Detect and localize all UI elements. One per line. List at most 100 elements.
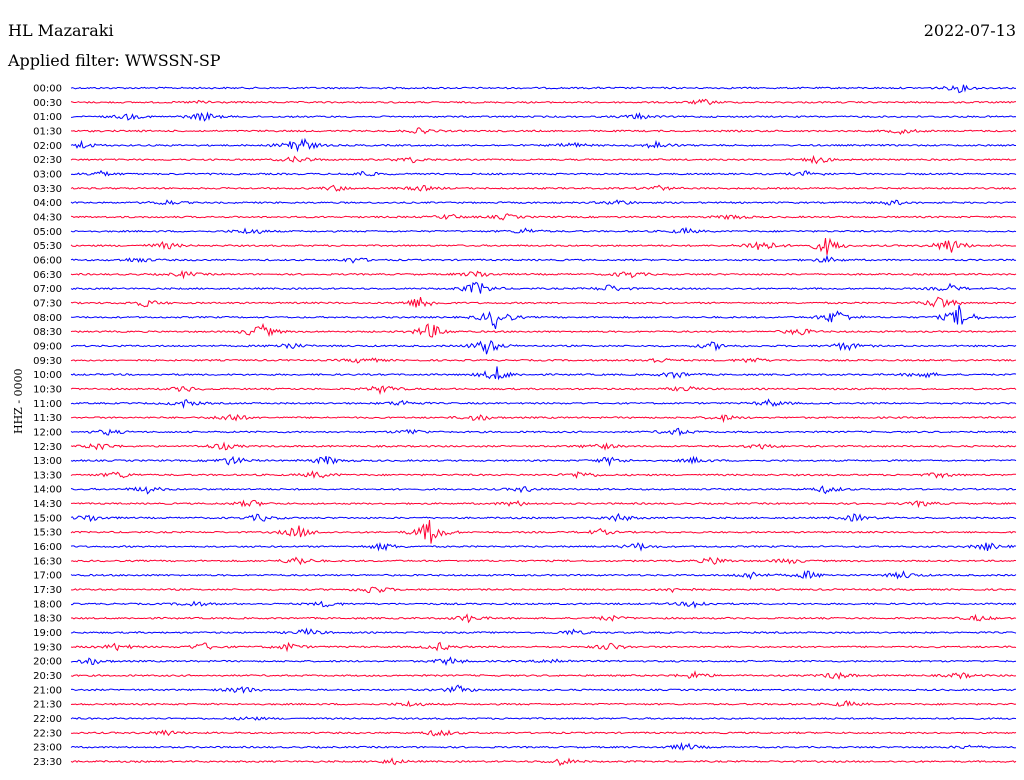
time-tick-label: 14:30 [33, 499, 62, 510]
time-tick-label: 16:30 [33, 556, 62, 567]
time-tick-label: 17:00 [33, 571, 62, 582]
trace-line-1030 [70, 385, 1017, 396]
trace-line-0930 [70, 357, 1017, 364]
trace-line-1400 [70, 485, 1017, 495]
trace-line-0130 [70, 127, 1017, 136]
trace-line-1600 [70, 542, 1017, 552]
trace-line-0400 [70, 199, 1017, 206]
trace-line-1300 [70, 455, 1017, 467]
time-tick-label: 12:30 [33, 442, 62, 453]
time-tick-label: 09:00 [33, 341, 62, 352]
time-tick-label: 11:30 [33, 413, 62, 424]
time-tick-label: 10:00 [33, 370, 62, 381]
trace-line-0230 [70, 154, 1017, 165]
trace-line-0830 [70, 322, 1017, 338]
trace-line-1830 [70, 613, 1017, 624]
time-tick-label: 07:30 [33, 298, 62, 309]
trace-line-1630 [70, 556, 1017, 566]
time-tick-label: 02:00 [33, 141, 62, 152]
time-tick-label: 14:00 [33, 485, 62, 496]
trace-line-1330 [70, 470, 1017, 479]
time-tick-label: 00:00 [33, 84, 62, 95]
time-tick-label: 03:00 [33, 169, 62, 180]
time-tick-label: 06:00 [33, 255, 62, 266]
time-tick-label: 05:30 [33, 241, 62, 252]
station-title: HL Mazaraki [8, 21, 114, 40]
time-tick-label: 19:00 [33, 628, 62, 639]
time-tick-label: 23:30 [33, 757, 62, 768]
time-tick-label: 11:00 [33, 399, 62, 410]
time-tick-label: 04:30 [33, 212, 62, 223]
trace-line-0200 [70, 137, 1016, 153]
trace-line-2130 [70, 700, 1017, 708]
trace-line-2200 [70, 716, 1017, 721]
trace-line-2300 [70, 741, 1017, 752]
trace-line-0500 [70, 226, 1017, 235]
time-tick-label: 04:00 [33, 198, 62, 209]
trace-line-1500 [70, 512, 1017, 523]
time-tick-label: 00:30 [33, 98, 62, 109]
time-tick-label: 01:00 [33, 112, 62, 123]
trace-line-1930 [70, 641, 1017, 653]
time-tick-label: 18:30 [33, 614, 62, 625]
time-tick-label: 13:30 [33, 470, 62, 481]
time-tick-label: 17:30 [33, 585, 62, 596]
time-tick-label: 22:00 [33, 714, 62, 725]
time-tick-label: 13:00 [33, 456, 62, 467]
trace-line-0800 [70, 305, 1017, 330]
trace-line-0430 [70, 213, 1017, 221]
trace-line-0730 [70, 296, 1017, 309]
trace-line-2000 [70, 656, 1017, 667]
time-tick-label: 15:30 [33, 528, 62, 539]
time-tick-label: 20:00 [33, 657, 62, 668]
date-label: 2022-07-13 [923, 21, 1016, 40]
trace-line-0530 [70, 237, 1017, 255]
trace-line-0330 [70, 184, 1017, 192]
time-tick-label: 18:00 [33, 599, 62, 610]
trace-line-1230 [70, 441, 1017, 451]
time-tick-label: 22:30 [33, 728, 62, 739]
trace-line-1100 [70, 398, 1017, 409]
time-tick-label: 21:30 [33, 700, 62, 711]
time-tick-label: 07:00 [33, 284, 62, 295]
trace-line-2230 [70, 729, 1017, 737]
time-tick-label: 10:30 [33, 384, 62, 395]
time-tick-label: 01:30 [33, 126, 62, 137]
time-tick-label: 21:00 [33, 685, 62, 696]
trace-line-0030 [70, 98, 1017, 106]
time-tick-label: 05:00 [33, 227, 62, 238]
trace-line-2030 [70, 670, 1017, 681]
trace-line-1130 [70, 413, 1016, 424]
time-tick-label: 19:30 [33, 642, 62, 653]
time-tick-label: 06:30 [33, 270, 62, 281]
time-tick-label: 09:30 [33, 356, 62, 367]
trace-line-1430 [71, 499, 1017, 509]
trace-line-0630 [70, 269, 1017, 280]
trace-line-1730 [70, 586, 1017, 594]
trace-line-1900 [70, 627, 1017, 636]
trace-line-1530 [70, 519, 1017, 544]
time-tick-label: 12:00 [33, 427, 62, 438]
trace-line-0600 [70, 254, 1017, 264]
time-tick-label: 08:00 [33, 313, 62, 324]
trace-line-2100 [70, 684, 1017, 694]
time-tick-label: 23:00 [33, 743, 62, 754]
trace-line-0100 [70, 111, 1017, 122]
trace-line-0300 [70, 169, 1017, 177]
trace-line-1200 [70, 427, 1017, 437]
trace-line-0000 [70, 84, 1016, 94]
trace-line-0700 [70, 281, 1017, 294]
time-tick-label: 02:30 [33, 155, 62, 166]
trace-line-1000 [70, 366, 1017, 381]
filter-subtitle: Applied filter: WWSSN-SP [8, 51, 221, 70]
time-tick-label: 03:30 [33, 184, 62, 195]
time-tick-label: 16:00 [33, 542, 62, 553]
trace-line-1800 [71, 600, 1017, 609]
trace-line-0900 [70, 339, 1017, 355]
time-tick-label: 08:30 [33, 327, 62, 338]
trace-line-1700 [70, 570, 1017, 580]
trace-line-2330 [70, 757, 1017, 767]
time-tick-label: 20:30 [33, 671, 62, 682]
